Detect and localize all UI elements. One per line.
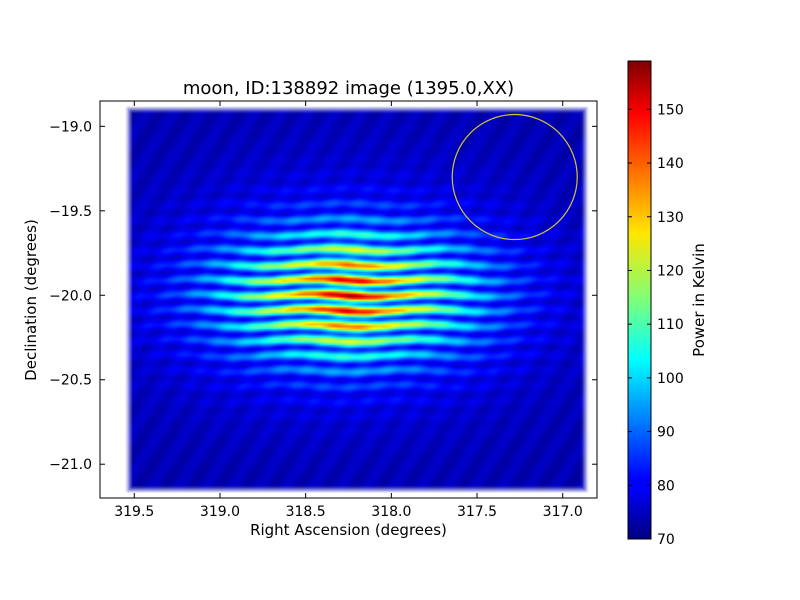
x-tick-label: 319.0 xyxy=(200,504,240,520)
colorbar-tick-label: 80 xyxy=(657,478,675,494)
x-axis-ticks: 319.5 319.0 318.5 318.0 317.5 317.0 xyxy=(114,101,583,520)
colorbar-tick-label: 110 xyxy=(657,317,684,333)
x-tick-label: 317.5 xyxy=(457,504,497,520)
colorbar-gradient xyxy=(627,60,652,540)
y-axis-ticks: −19.0 −19.5 −20.0 −20.5 −21.0 xyxy=(49,119,597,473)
y-tick-label: −21.0 xyxy=(49,457,92,473)
x-axis-label: Right Ascension (degrees) xyxy=(250,521,447,539)
y-axis-label: Declination (degrees) xyxy=(22,219,40,381)
heatmap-image xyxy=(100,101,597,498)
heatmap xyxy=(100,101,597,498)
plot-frame xyxy=(99,100,598,499)
colorbar: 70 80 90 100 110 120 130 140 150 Power in Kelvin xyxy=(627,60,708,548)
colorbar-tick-label: 130 xyxy=(657,210,684,226)
y-tick-label: −19.5 xyxy=(49,204,92,220)
y-tick-label: −20.0 xyxy=(49,288,92,304)
colorbar-tick-label: 70 xyxy=(657,532,675,548)
colorbar-tick-label: 120 xyxy=(657,263,684,279)
x-tick-label: 319.5 xyxy=(114,504,154,520)
colorbar-tick-label: 150 xyxy=(657,102,684,118)
colorbar-tick-label: 100 xyxy=(657,371,684,387)
annotation-circle xyxy=(451,113,578,241)
chart-title: moon, ID:138892 image (1395.0,XX) xyxy=(183,78,514,99)
y-tick-label: −19.0 xyxy=(49,119,92,135)
colorbar-tick-label: 90 xyxy=(657,425,675,441)
colorbar-ticks: 70 80 90 100 110 120 130 140 150 xyxy=(628,102,684,548)
x-tick-label: 318.0 xyxy=(371,504,411,520)
colorbar-label: Power in Kelvin xyxy=(690,243,708,357)
y-tick-label: −20.5 xyxy=(49,373,92,389)
x-tick-label: 318.5 xyxy=(286,504,326,520)
x-tick-label: 317.0 xyxy=(543,504,583,520)
colorbar-tick-label: 140 xyxy=(657,156,684,172)
